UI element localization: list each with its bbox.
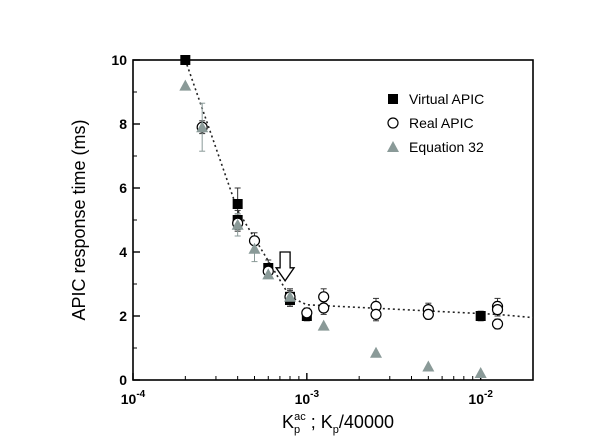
- equation-32-point: [231, 218, 244, 230]
- real-apic-point: [318, 302, 330, 314]
- x-tick-label: 10-3: [295, 389, 320, 407]
- equation-32-point: [248, 242, 261, 254]
- equation-32-point: [262, 268, 275, 280]
- y-tick-label: 2: [119, 308, 127, 324]
- equation-32-point: [370, 346, 383, 358]
- legend: Virtual APIC Real APIC Equation 32: [387, 91, 484, 155]
- virtual-apic-point: [388, 94, 398, 104]
- y-tick-label: 6: [119, 180, 127, 196]
- equation-32-point: [283, 290, 296, 302]
- equation-32-point: [474, 366, 487, 378]
- x-tick-label: 10-2: [468, 389, 493, 407]
- plot-frame: [132, 59, 534, 381]
- y-tick-label: 10: [111, 52, 127, 68]
- equation-32-point: [422, 360, 435, 372]
- equation-32-point: [179, 79, 192, 91]
- x-axis-label: Kpac ; Kp/40000: [282, 411, 394, 436]
- legend-entry-label: Equation 32: [409, 139, 484, 155]
- real-apic-point: [301, 307, 313, 319]
- real-apic-point: [387, 117, 399, 129]
- trend-line-group: [184, 59, 534, 319]
- real-apic-point: [422, 308, 434, 320]
- virtual-apic-point: [475, 311, 486, 321]
- equation-32-point: [196, 121, 209, 133]
- trend-line: [184, 59, 534, 319]
- virtual-apic-point: [232, 199, 243, 209]
- annotation-group: [274, 251, 296, 282]
- real-apic-point: [491, 318, 504, 330]
- x-tick-label: 10-4: [121, 389, 146, 407]
- real-apic-point: [370, 308, 382, 320]
- axis-labels: APIC response time (ms) Kpac ; Kp/40000: [69, 119, 394, 436]
- down-arrow-annotation: [274, 251, 296, 282]
- legend-entry-label: Virtual APIC: [409, 91, 484, 107]
- y-tick-label: 0: [119, 372, 127, 388]
- real-apic-point: [318, 291, 330, 303]
- equation-32-point: [317, 319, 330, 331]
- equation-32-point: [387, 141, 399, 152]
- markers-group: [179, 55, 504, 378]
- virtual-apic-point: [180, 55, 191, 65]
- legend-entry-label: Real APIC: [409, 115, 474, 131]
- y-axis-label: APIC response time (ms): [69, 119, 89, 320]
- real-apic-point: [491, 304, 504, 316]
- y-tick-label: 8: [119, 116, 127, 132]
- y-tick-label: 4: [119, 244, 127, 260]
